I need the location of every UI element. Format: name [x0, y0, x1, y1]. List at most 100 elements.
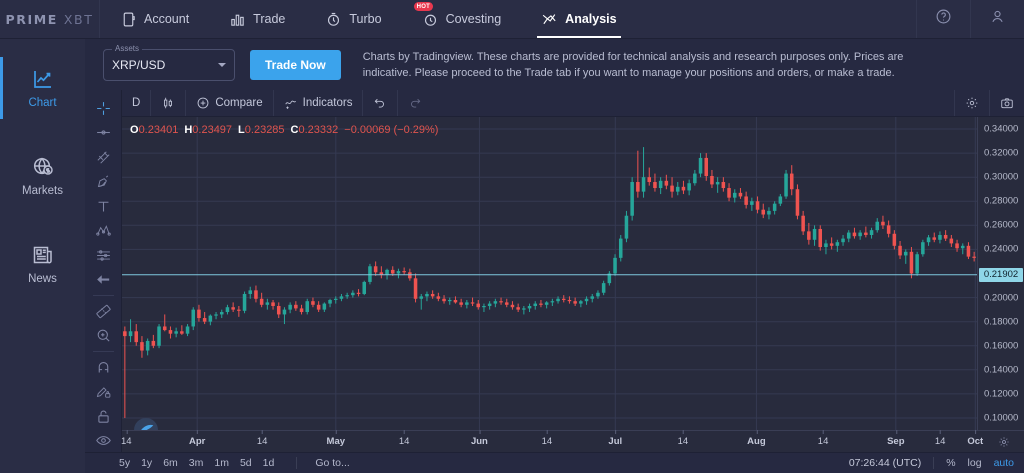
primexbt-logo[interactable]: PRIME XBT [0, 0, 100, 38]
gear-icon [965, 96, 979, 110]
time-axis[interactable]: 14 Apr 14 May 14 Jun 14 Jul 14 Aug 14 Sep 14 Oct [121, 430, 1024, 453]
redo-button[interactable] [398, 90, 432, 116]
covesting-icon [422, 11, 439, 28]
range-button-6m[interactable]: 6m [163, 457, 178, 469]
left-sidebar: Chart Markets News [0, 39, 85, 473]
time-tick-mark [404, 430, 406, 434]
trend-line-icon [95, 124, 112, 141]
nav-item-turbo[interactable]: Turbo [305, 0, 401, 38]
ohlc-close-label: C [290, 124, 299, 136]
time-tick-mark [126, 430, 128, 434]
range-button-1m[interactable]: 1m [214, 457, 229, 469]
range-button-5d[interactable]: 5d [239, 457, 252, 469]
chart-type-button[interactable] [151, 90, 187, 116]
sidebar-item-markets[interactable]: Markets [0, 139, 85, 213]
brush-tool[interactable] [88, 170, 118, 195]
nav-label-covesting: Covesting [445, 12, 502, 26]
time-tick-mark [197, 430, 199, 434]
nav-item-analysis[interactable]: Analysis [521, 0, 636, 38]
assets-bar: Assets XRP/USD Trade Now Charts by Tradi… [85, 39, 1024, 90]
price-tick: 0.28000 [984, 195, 1019, 207]
long-position-tool[interactable] [88, 243, 118, 268]
trend-line-tool[interactable] [88, 121, 118, 146]
draw-lock-tool[interactable] [88, 379, 118, 404]
ohlc-close-value: 0.23332 [298, 124, 339, 136]
help-button[interactable] [916, 0, 970, 38]
range-button-5y[interactable]: 5y [119, 457, 131, 469]
help-circle-icon [935, 8, 952, 30]
trade-now-button[interactable]: Trade Now [250, 49, 341, 80]
compare-button[interactable]: Compare [186, 90, 274, 116]
chevron-down-icon [218, 62, 226, 67]
nav-item-trade[interactable]: Trade [209, 0, 305, 38]
user-account-button[interactable] [970, 0, 1024, 38]
time-tick: Aug [747, 430, 766, 447]
percent-scale-toggle[interactable]: % [946, 457, 956, 469]
plus-circle-icon [196, 96, 210, 110]
asset-select[interactable]: Assets XRP/USD [103, 43, 235, 81]
price-tick: 0.16000 [984, 340, 1019, 352]
magnet-icon [95, 359, 112, 376]
chart-line-icon [31, 67, 55, 91]
hide-drawings-tool[interactable] [88, 429, 118, 454]
magnet-tool[interactable] [88, 355, 118, 380]
time-tick: 14 [257, 430, 267, 447]
zoom-in-tool[interactable] [88, 324, 118, 349]
lock-icon [95, 408, 112, 425]
arrow-marker-icon [95, 271, 112, 288]
nav-item-account[interactable]: Account [100, 0, 209, 38]
long-position-icon [95, 247, 112, 264]
clock-label: 07:26:44 (UTC) [848, 457, 922, 469]
nav-item-covesting[interactable]: HOT Covesting [402, 0, 522, 38]
chart-bottom-bar: 5y 1y 6m 3m 1m 5d 1d Go to... 07:26:44 (UTC) %… [85, 452, 1024, 473]
text-tool[interactable] [88, 194, 118, 219]
ohlc-high-value: 0.23497 [192, 124, 233, 136]
top-navigation-bar: PRIME XBT Account Trade [0, 0, 1024, 39]
chart-settings-button[interactable] [954, 90, 989, 116]
time-tick-mark [975, 430, 977, 434]
indicators-label: Indicators [302, 97, 353, 109]
time-tick: 14 [818, 430, 828, 447]
time-tick-mark [895, 430, 897, 434]
text-tool-icon [95, 198, 112, 215]
lock-tool[interactable] [88, 404, 118, 429]
time-tick: 14 [542, 430, 552, 447]
snapshot-button[interactable] [989, 90, 1024, 116]
range-button-1y[interactable]: 1y [141, 457, 153, 469]
indicators-button[interactable]: Indicators [274, 90, 364, 116]
range-button-1d[interactable]: 1d [262, 457, 275, 469]
chart-canvas[interactable]: O0.23401 H0.23497 L0.23285 C0.23332 −0.00069… [122, 117, 1024, 452]
time-tick: 14 [935, 430, 945, 447]
measure-tool[interactable] [88, 299, 118, 324]
axis-settings-button[interactable] [998, 435, 1010, 453]
sidebar-item-chart[interactable]: Chart [0, 51, 85, 125]
nav-label-turbo: Turbo [349, 12, 382, 26]
interval-button[interactable]: D [122, 90, 152, 116]
price-tick: 0.10000 [984, 412, 1019, 424]
time-tick-mark [756, 430, 758, 434]
sidebar-item-news[interactable]: News [0, 227, 85, 301]
fib-retracement-tool[interactable] [88, 145, 118, 170]
arrow-marker-tool[interactable] [88, 268, 118, 293]
log-scale-toggle[interactable]: log [967, 457, 982, 469]
asset-select-label: Assets [112, 43, 143, 53]
price-tick: 0.24000 [984, 243, 1019, 255]
time-tick: Oct [967, 430, 983, 447]
price-axis[interactable]: 0.34000 0.32000 0.30000 0.28000 0.26000 0.240… [977, 117, 1024, 452]
undo-button[interactable] [363, 90, 399, 116]
pattern-tool[interactable] [88, 219, 118, 244]
current-price-marker: 0.21902 [979, 267, 1023, 282]
range-buttons: 5y 1y 6m 3m 1m 5d 1d [119, 457, 274, 469]
time-tick-mark [262, 430, 264, 434]
draw-lock-icon [95, 383, 112, 400]
price-tick: 0.18000 [984, 316, 1019, 328]
nav-label-analysis: Analysis [565, 12, 617, 26]
turbo-icon [325, 11, 342, 28]
range-button-3m[interactable]: 3m [188, 457, 204, 469]
goto-button[interactable]: Go to... [296, 457, 350, 469]
time-tick-mark [682, 430, 684, 434]
ohlc-high-label: H [184, 124, 193, 136]
auto-scale-toggle[interactable]: auto [993, 457, 1014, 469]
crosshair-tool[interactable] [88, 96, 118, 121]
time-tick: Apr [189, 430, 205, 447]
